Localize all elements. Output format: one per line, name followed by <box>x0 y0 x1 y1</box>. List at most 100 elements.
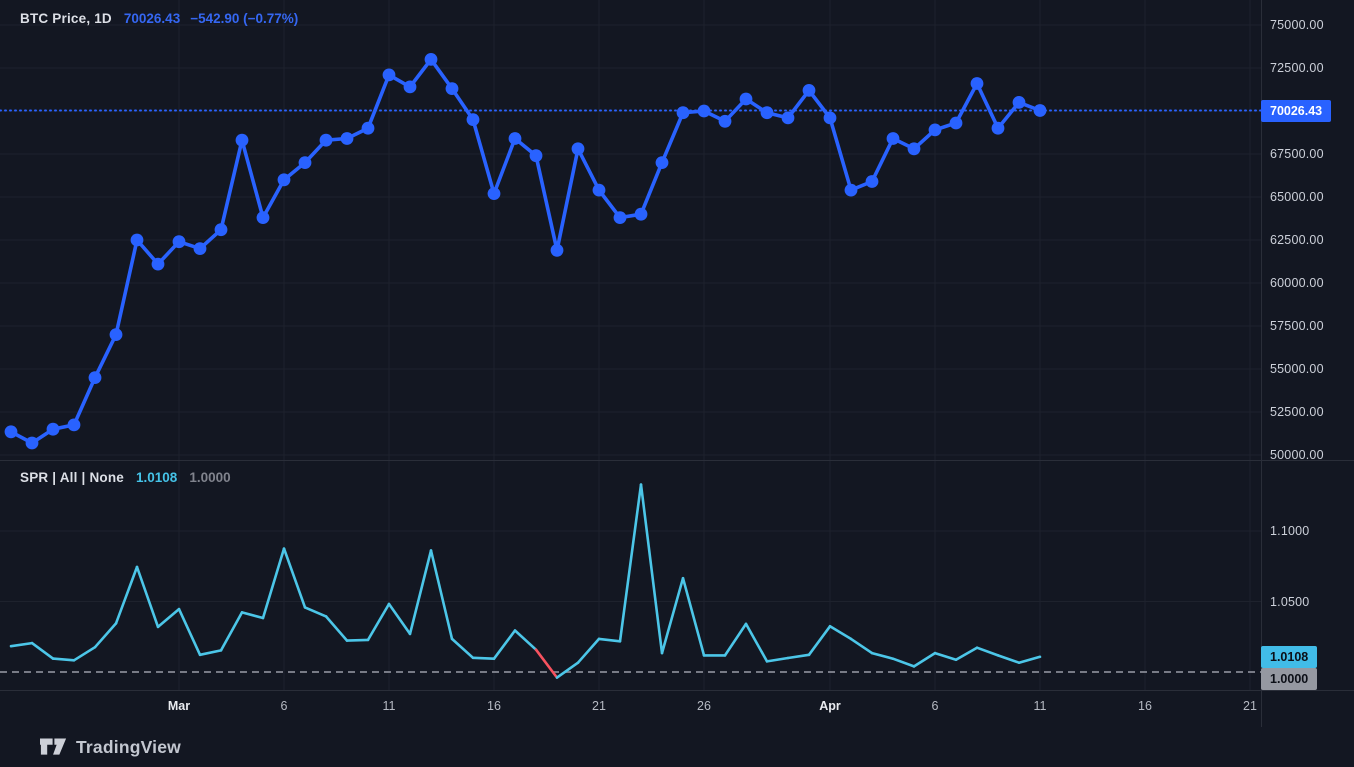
btc-data-point-marker <box>298 156 312 170</box>
time-axis-label: 26 <box>697 699 711 713</box>
spr-line-segment <box>660 576 685 655</box>
tradingview-brand[interactable]: TradingView <box>76 736 181 757</box>
btc-data-point-marker <box>382 68 396 82</box>
spr-price-scale-label: 1.1000 <box>1270 524 1310 538</box>
legend-btc-title[interactable]: BTC Price, 1D <box>20 11 112 26</box>
btc-data-point-marker <box>613 211 627 225</box>
btc-data-point-marker <box>718 114 732 128</box>
spr-line-segment <box>954 646 979 662</box>
spr-line-segment <box>786 653 811 660</box>
btc-data-point-marker <box>256 211 270 225</box>
spr-line-segment <box>114 565 139 625</box>
time-axis-label: Apr <box>819 699 841 713</box>
btc-price-scale-label: 72500.00 <box>1270 61 1324 75</box>
spr-line-segment <box>618 483 643 643</box>
spr-line-segment <box>72 645 97 662</box>
btc-price-scale-label: 57500.00 <box>1270 319 1324 333</box>
btc-data-point-marker <box>844 183 858 197</box>
btc-data-point-marker <box>151 257 165 271</box>
btc-data-point-marker <box>172 235 186 249</box>
btc-data-point-marker <box>214 223 228 237</box>
btc-data-point-marker <box>970 77 984 90</box>
spr-line-segment <box>576 637 601 665</box>
spr-line-segment <box>177 607 202 657</box>
btc-data-point-marker <box>907 142 921 156</box>
btc-data-point-marker <box>1033 104 1047 117</box>
legend-btc-last-price: 70026.43 <box>123 11 181 26</box>
btc-data-point-marker <box>949 116 963 130</box>
spr-line-segment <box>30 641 55 660</box>
spr-line-segment <box>135 565 160 629</box>
btc-last-price-tag: 70026.43 <box>1261 99 1332 122</box>
btc-data-point-marker <box>277 173 291 187</box>
time-axis-label: 16 <box>1138 699 1152 713</box>
btc-price-scale-label: 60000.00 <box>1270 276 1324 290</box>
spr-last-value-tag: 1.0108 <box>1261 645 1318 668</box>
btc-price-scale-label: 50000.00 <box>1270 448 1324 462</box>
spr-line-segment <box>261 547 286 620</box>
btc-data-point-marker <box>130 233 144 247</box>
spr-line-segment <box>303 606 328 618</box>
btc-data-point-marker <box>340 132 354 145</box>
spr-price-scale-label: 1.0500 <box>1270 594 1310 609</box>
time-axis-label: 11 <box>382 699 396 713</box>
spr-line-segment <box>408 549 433 636</box>
btc-data-point-marker <box>319 133 333 147</box>
btc-data-point-marker <box>109 328 123 341</box>
spr-line-segment <box>93 622 118 649</box>
spr-line-segment <box>975 646 1000 657</box>
btc-data-point-marker <box>655 156 669 170</box>
btc-data-point-marker <box>361 121 375 135</box>
btc-data-point-marker <box>739 92 753 106</box>
btc-data-point-marker <box>424 53 438 66</box>
btc-data-point-marker <box>928 123 942 137</box>
btc-data-point-marker <box>634 207 648 221</box>
btc-price-scale-label: 67500.00 <box>1270 147 1324 161</box>
time-axis-label: 6 <box>931 699 939 713</box>
spr-line-segment <box>828 624 853 641</box>
spr-line-segment <box>471 656 496 661</box>
btc-data-point-marker <box>823 111 837 125</box>
btc-data-point-marker <box>1012 96 1026 109</box>
spr-line-segment <box>51 657 76 662</box>
legend-spr[interactable]: SPR | All | None 1.0108 1.0000 <box>20 470 231 485</box>
spr-line-segment <box>555 661 580 679</box>
spr-line-segment <box>387 602 412 636</box>
btc-data-point-marker <box>235 133 249 147</box>
spr-line-segment <box>870 651 895 661</box>
footer-bar: TradingView <box>0 727 1354 767</box>
time-axis-label: 11 <box>1033 699 1047 713</box>
legend-spr-title[interactable]: SPR | All | None <box>20 470 125 485</box>
btc-data-point-marker <box>760 106 774 120</box>
btc-data-point-marker <box>802 84 816 97</box>
btc-data-point-marker <box>403 80 417 94</box>
spr-line-segment <box>450 637 475 660</box>
btc-data-point-marker <box>487 187 501 201</box>
spr-line-segment <box>534 648 559 679</box>
spr-line-segment <box>513 629 538 652</box>
time-axis-label: 21 <box>592 699 606 713</box>
spr-line-segment <box>366 602 391 642</box>
btc-data-point-marker <box>676 106 690 120</box>
btc-data-point-marker <box>529 149 543 163</box>
btc-data-point-marker <box>571 142 585 156</box>
spr-line-segment <box>849 637 874 655</box>
btc-price-scale-label: 52500.00 <box>1270 405 1324 419</box>
spr-line-segment <box>996 654 1021 665</box>
spr-line-segment <box>765 656 790 663</box>
spr-line-segment <box>807 624 832 657</box>
btc-price-scale-label: 55000.00 <box>1270 362 1324 376</box>
btc-price-scale-label: 65000.00 <box>1270 190 1324 204</box>
spr-line-segment <box>282 547 307 609</box>
btc-data-point-marker <box>46 422 60 436</box>
spr-line-segment <box>891 657 916 668</box>
btc-data-point-marker <box>466 113 480 126</box>
btc-price-scale-label: 62500.00 <box>1270 233 1324 247</box>
legend-btc[interactable]: BTC Price, 1D 70026.43 −542.90 (−0.77%) <box>20 11 298 26</box>
tradingview-logo-icon[interactable] <box>40 737 67 757</box>
spr-line-segment <box>723 622 748 657</box>
btc-data-point-marker <box>550 243 564 257</box>
btc-data-point-marker <box>781 111 795 125</box>
